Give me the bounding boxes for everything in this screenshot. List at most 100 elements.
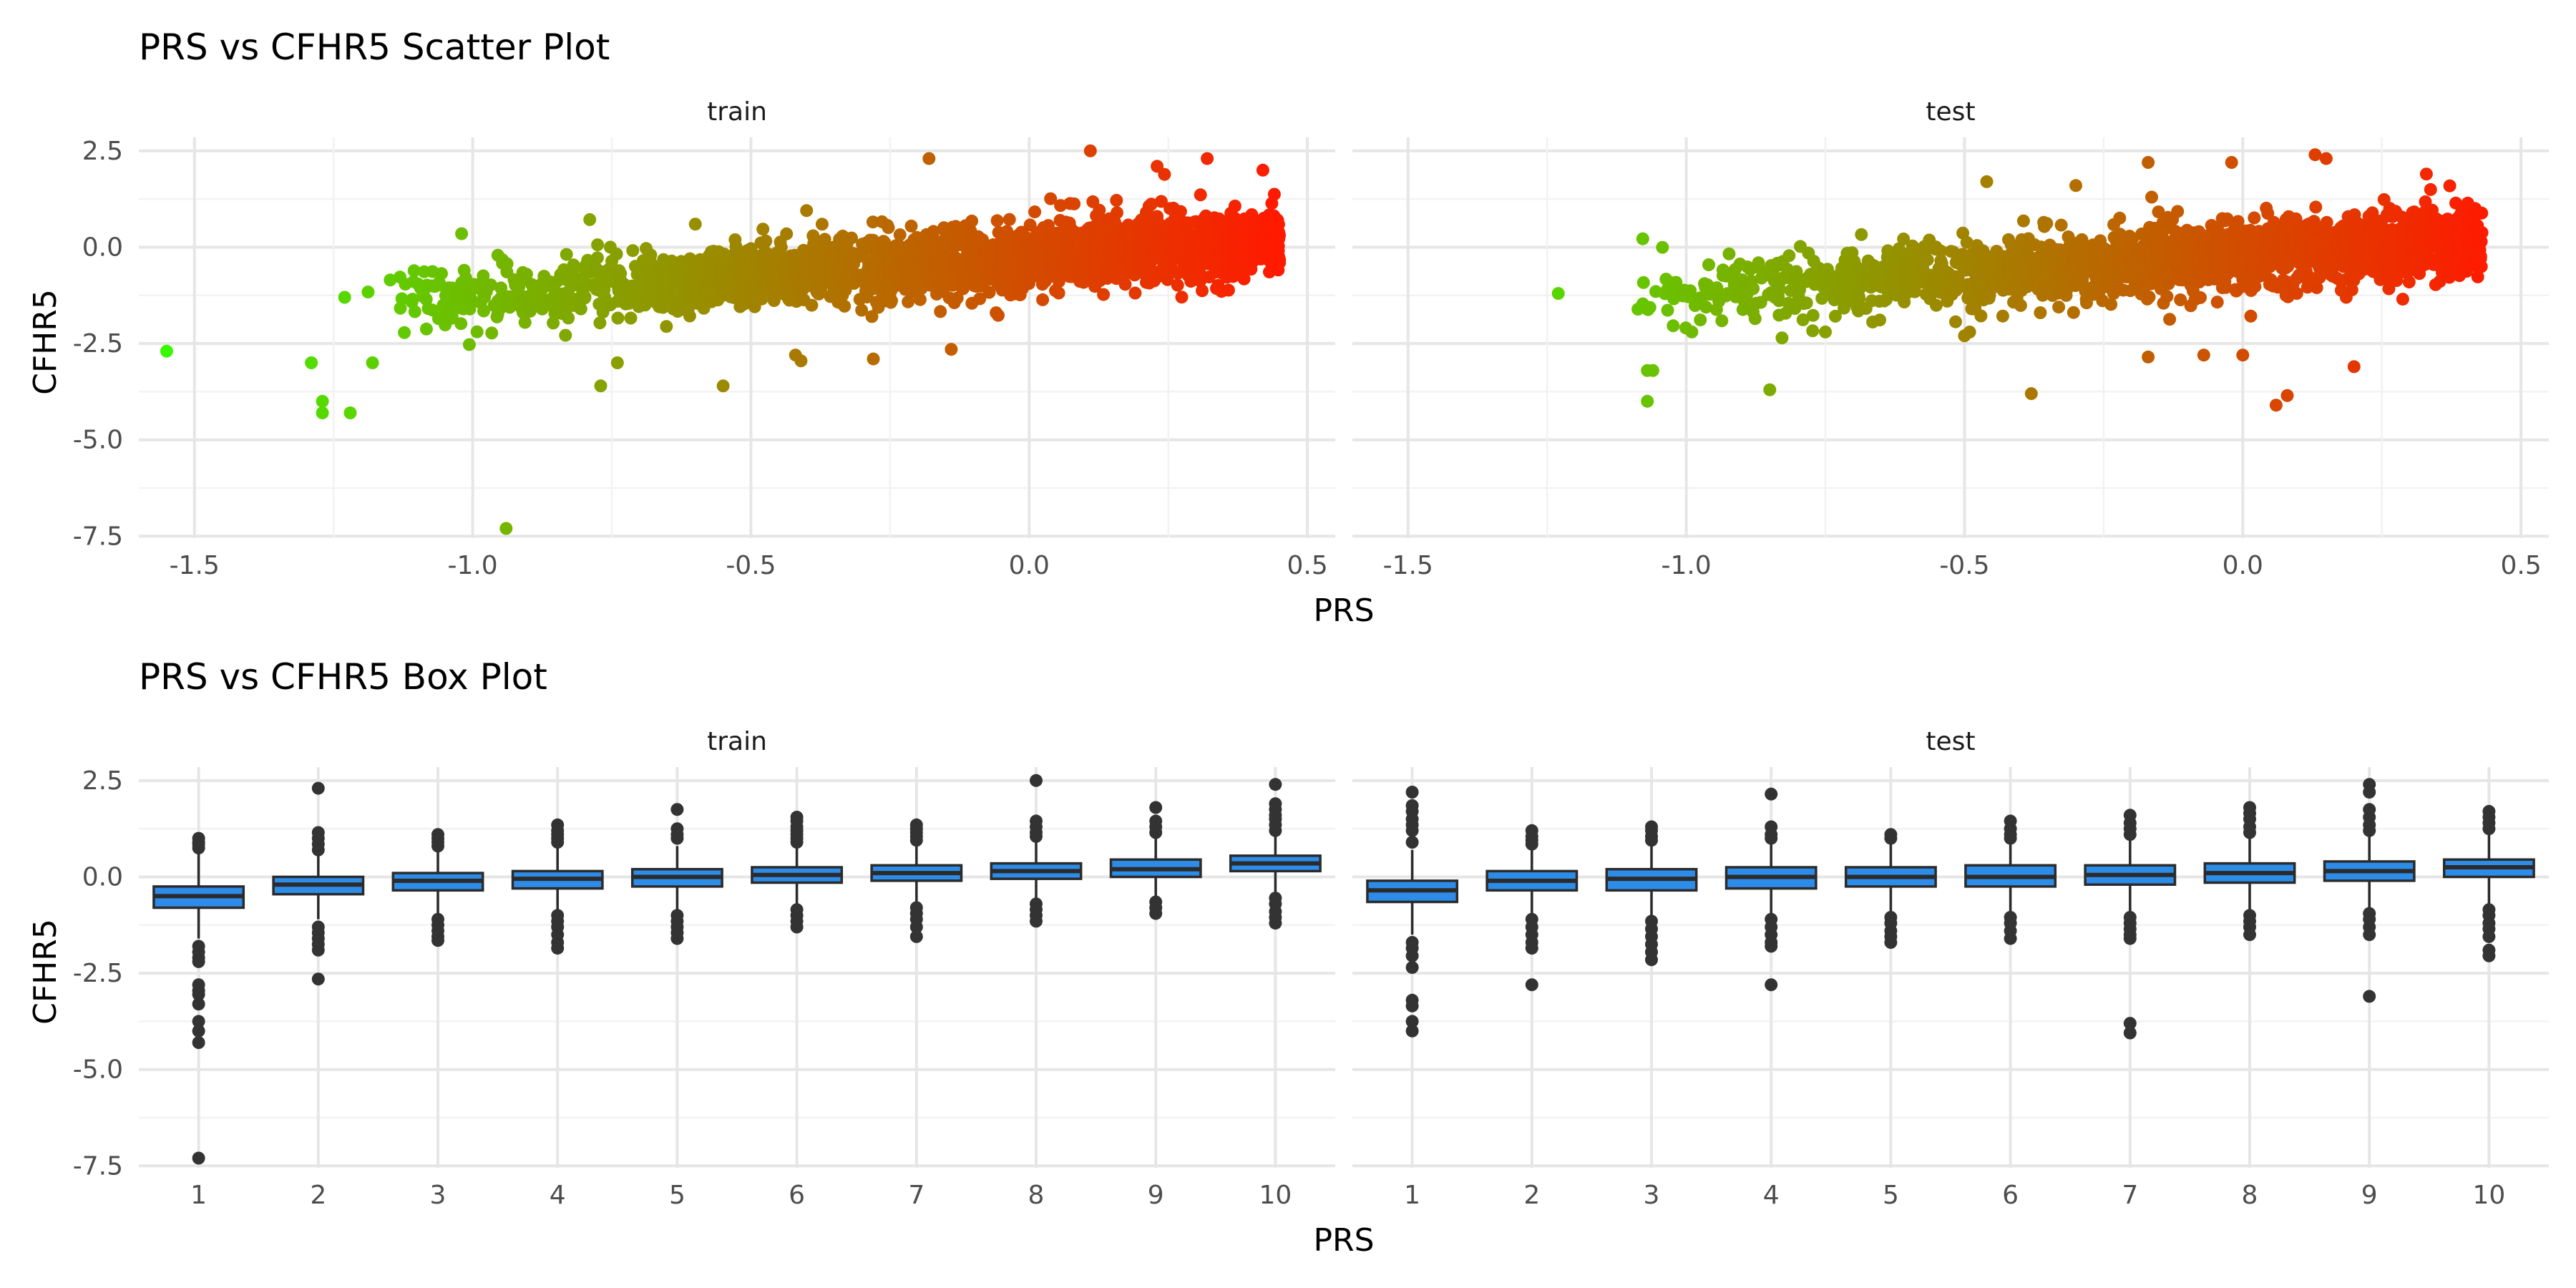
box-outlier (1765, 940, 1778, 953)
y-tick-label: -2.5 (73, 329, 123, 358)
scatter-point (1819, 325, 1832, 338)
box-outlier (2123, 809, 2137, 822)
box-outlier (1765, 787, 1778, 801)
box-outlier (1269, 917, 1282, 930)
scatter-point (2347, 360, 2361, 374)
scatter-point (2244, 309, 2258, 323)
box-outlier (192, 1151, 205, 1165)
scatter-point (1646, 364, 1659, 377)
scatter-point (882, 221, 895, 235)
scatter-y-axis-title: CFHR5 (27, 289, 64, 395)
y-tick-label: 0.0 (82, 862, 123, 892)
x-tick-label: -0.5 (1939, 551, 1989, 580)
scatter-point (470, 325, 484, 338)
box-outlier (670, 932, 684, 945)
box-outlier (1525, 942, 1538, 955)
scatter-point (1273, 255, 1287, 269)
scatter-point (767, 294, 781, 308)
scatter-point (1980, 175, 1994, 188)
scatter-point (2069, 179, 2082, 192)
scatter-point (780, 227, 794, 240)
scatter-point (1855, 228, 1868, 241)
scatter-point (454, 317, 468, 331)
box-outlier (311, 972, 325, 986)
scatter-point (1963, 326, 1976, 338)
box-outlier (1525, 824, 1538, 837)
x-tick-label: -0.5 (726, 551, 776, 580)
scatter-point (1110, 194, 1123, 207)
scatter-point (950, 291, 964, 305)
scatter-point (1128, 286, 1142, 300)
scatter-point (855, 303, 869, 317)
scatter-point (904, 219, 918, 233)
scatter-point (519, 268, 533, 281)
scatter-point (902, 295, 915, 308)
box-outlier (1149, 907, 1163, 920)
scatter-point (2475, 206, 2489, 220)
scatter-point (866, 215, 879, 229)
x-tick-label: 7 (908, 1181, 924, 1210)
scatter-point (688, 218, 702, 231)
scatter-point (1083, 144, 1097, 157)
scatter-point (590, 251, 604, 265)
x-tick-label: 6 (2002, 1181, 2019, 1210)
scatter-point (1036, 293, 1050, 306)
x-tick-label: 8 (2242, 1181, 2258, 1210)
scatter-point (455, 227, 469, 240)
scatter-point (1175, 291, 1189, 304)
x-tick-label: 6 (789, 1181, 805, 1210)
scatter-point (922, 152, 936, 165)
scatter-point (1228, 200, 1241, 213)
scatter-point (716, 379, 730, 393)
scatter-point (2194, 291, 2207, 304)
scatter-point (384, 273, 397, 287)
scatter-point (338, 291, 351, 304)
box-outlier (1765, 978, 1778, 992)
x-tick-label: 3 (430, 1181, 447, 1210)
box-outlier (311, 781, 325, 795)
scatter-point (1661, 303, 1674, 317)
scatter-point (845, 231, 858, 245)
scatter-point (683, 309, 696, 323)
box-outlier (670, 803, 684, 816)
box-outlier (2363, 778, 2376, 791)
box-outlier (551, 942, 565, 955)
x-tick-label: 9 (2361, 1181, 2378, 1210)
scatter-point (2160, 290, 2174, 303)
scatter-point (2248, 211, 2261, 225)
scatter-point (1722, 247, 1736, 260)
box-outlier (2004, 814, 2017, 828)
box-outlier (670, 822, 684, 836)
scatter-point (494, 281, 508, 295)
scatter-point (934, 305, 947, 318)
box-outlier (1149, 801, 1163, 814)
scatter-point (610, 356, 624, 369)
scatter-point (2142, 291, 2156, 304)
x-tick-label: 2 (310, 1181, 326, 1210)
scatter-point (2067, 306, 2080, 319)
x-tick-label: 7 (2122, 1181, 2138, 1210)
x-tick-label: 5 (669, 1181, 686, 1210)
box-outlier (431, 828, 444, 841)
scatter-point (1267, 187, 1281, 201)
box-outlier (192, 1036, 205, 1049)
scatter-point (559, 328, 572, 342)
box-outlier (790, 811, 804, 824)
box-outlier (1765, 820, 1778, 834)
scatter-point (624, 311, 638, 325)
scatter-point (560, 248, 573, 261)
box-outlier (909, 818, 923, 831)
scatter-point (2280, 389, 2294, 402)
scatter-point (2104, 298, 2118, 311)
box-x-axis-title: PRS (1313, 1222, 1374, 1259)
scatter-point (1775, 331, 1789, 345)
scatter-point (2210, 296, 2224, 309)
scatter-point (2402, 275, 2416, 289)
scatter-point (1158, 167, 1171, 181)
scatter-point (2040, 217, 2054, 230)
scatter-point (982, 286, 996, 299)
scatter-point (366, 356, 379, 369)
scatter-point (1028, 205, 1042, 219)
box-outlier (311, 826, 325, 839)
